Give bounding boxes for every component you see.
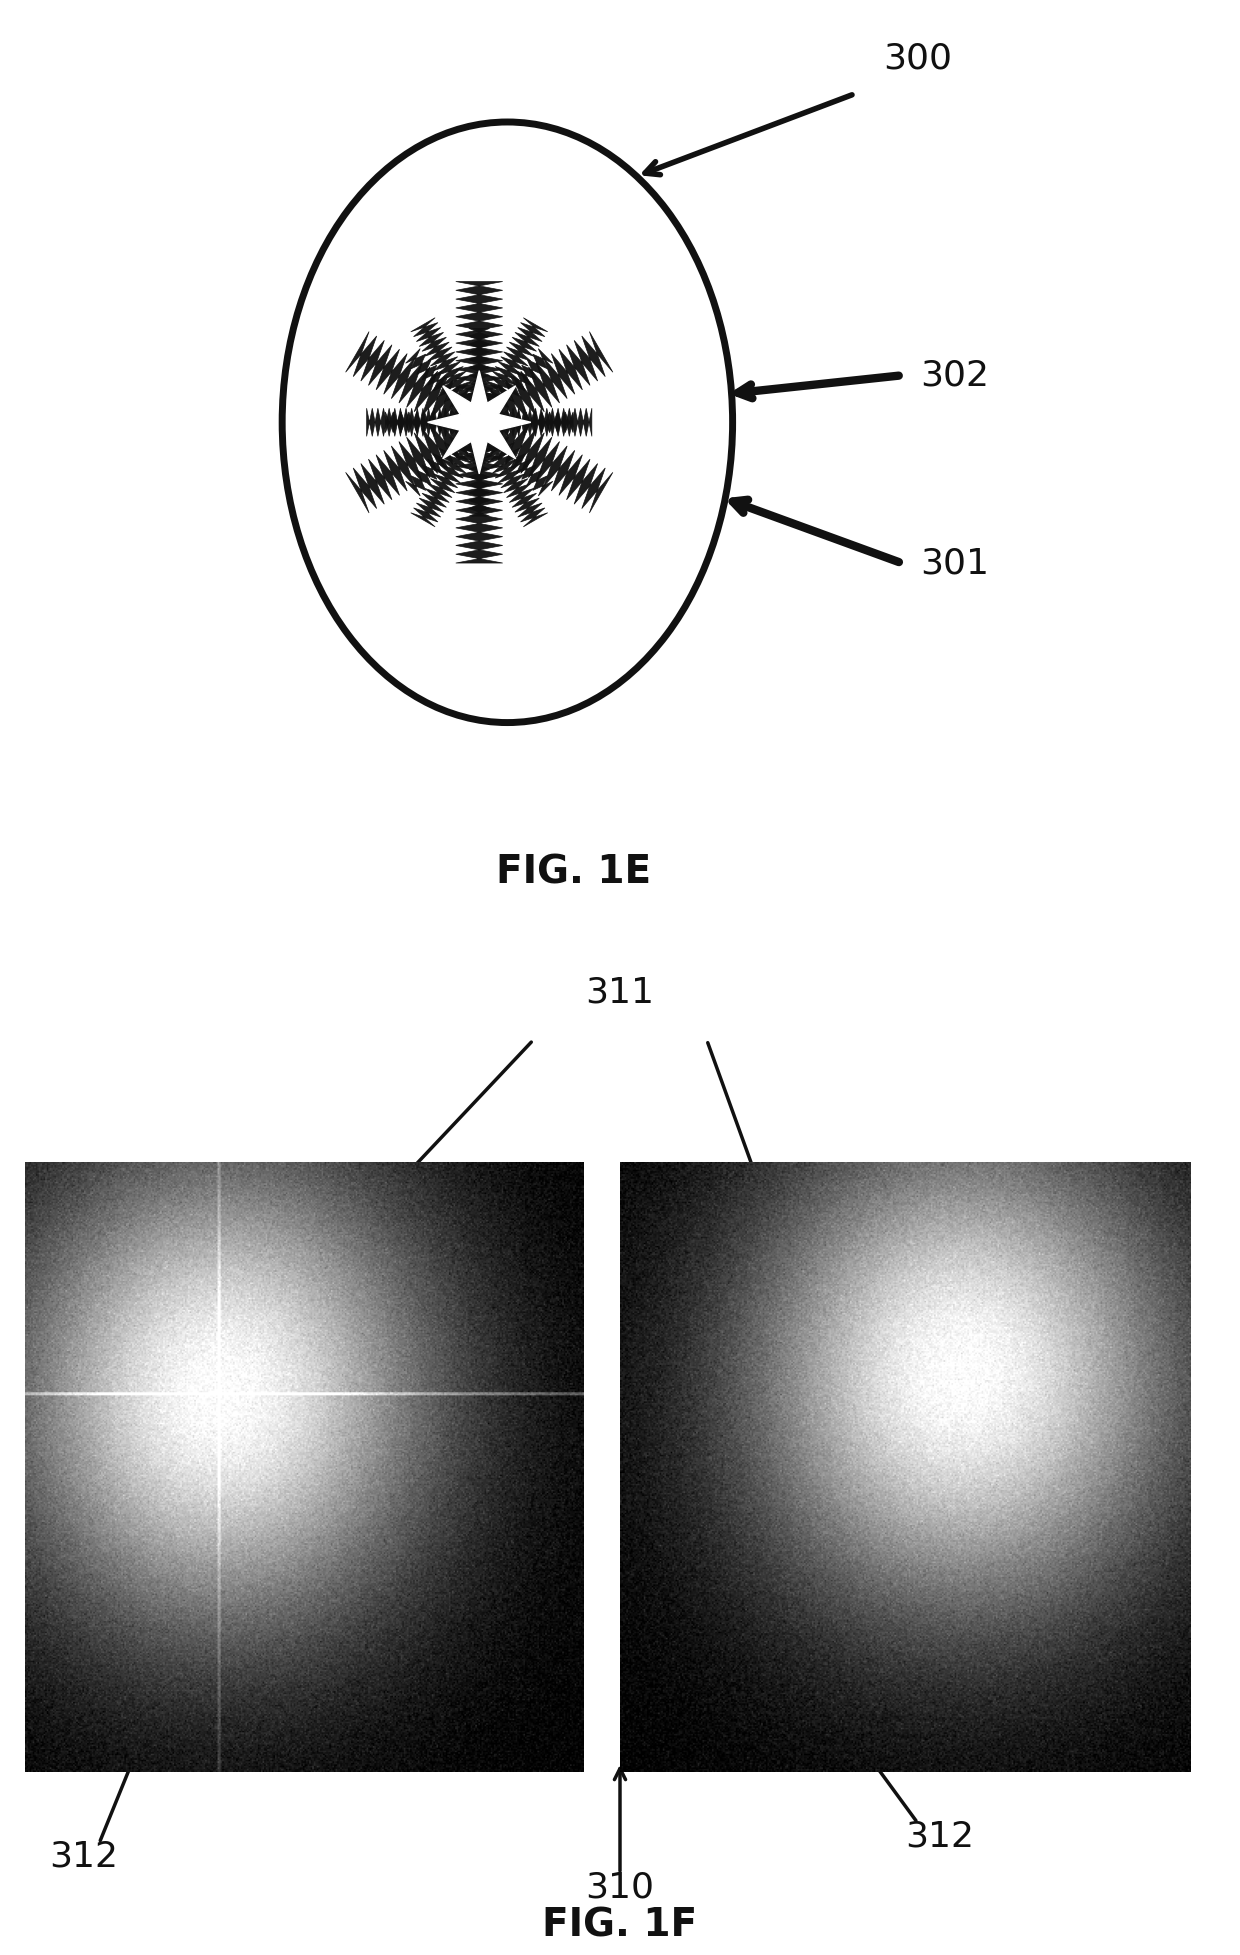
- Text: 312: 312: [50, 1840, 119, 1873]
- Polygon shape: [410, 414, 491, 526]
- Polygon shape: [467, 332, 613, 442]
- Polygon shape: [346, 403, 491, 512]
- Polygon shape: [467, 403, 613, 512]
- Text: 301: 301: [920, 545, 990, 581]
- Polygon shape: [386, 413, 573, 432]
- Polygon shape: [467, 319, 548, 430]
- Polygon shape: [346, 332, 491, 442]
- Text: 311: 311: [585, 976, 655, 1009]
- Text: FIG. 1E: FIG. 1E: [496, 854, 651, 891]
- Polygon shape: [467, 414, 548, 526]
- Polygon shape: [410, 319, 491, 430]
- Polygon shape: [367, 409, 479, 436]
- Polygon shape: [405, 348, 553, 497]
- Text: 312: 312: [905, 1820, 975, 1853]
- Polygon shape: [479, 409, 591, 436]
- Polygon shape: [405, 348, 553, 497]
- Polygon shape: [469, 328, 490, 516]
- Polygon shape: [456, 422, 502, 563]
- Text: FIG. 1F: FIG. 1F: [542, 1906, 698, 1945]
- Text: 302: 302: [920, 358, 990, 393]
- Polygon shape: [428, 371, 531, 473]
- Polygon shape: [456, 282, 502, 422]
- Text: 310: 310: [585, 1871, 655, 1904]
- Text: 300: 300: [883, 41, 952, 74]
